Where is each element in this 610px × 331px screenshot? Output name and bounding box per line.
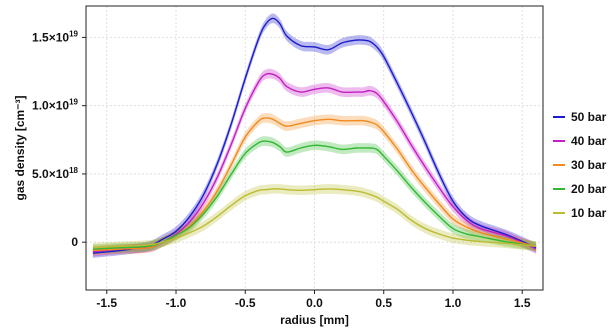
x-tick-label: 0.5 bbox=[375, 296, 392, 310]
legend-label: 20 bar bbox=[571, 182, 607, 196]
series-line bbox=[92, 117, 537, 252]
y-tick-label: 0 bbox=[71, 235, 78, 249]
series-line bbox=[92, 188, 537, 249]
legend-label: 50 bar bbox=[571, 110, 607, 124]
series-line bbox=[92, 140, 537, 250]
y-tick-labels: 0 5.0×1018 1.0×1019 1.5×1019 bbox=[32, 29, 86, 249]
y-axis-label: gas density [cm⁻³] bbox=[13, 95, 27, 200]
series-line bbox=[92, 72, 537, 253]
series-line bbox=[92, 17, 537, 254]
legend-label: 40 bar bbox=[571, 134, 607, 148]
x-tick-label: -1.5 bbox=[96, 296, 117, 310]
legend-label: 10 bar bbox=[571, 206, 607, 220]
y-tick-label: 1.5×1019 bbox=[32, 29, 78, 44]
y-tick-label: 5.0×1018 bbox=[32, 166, 78, 181]
x-tick-label: -1.0 bbox=[166, 296, 187, 310]
x-tick-label: -0.5 bbox=[235, 296, 256, 310]
legend: 50 bar 40 bar 30 bar 20 bar 10 bar bbox=[553, 110, 607, 220]
x-tick-labels: -1.5 -1.0 -0.5 0.0 0.5 1.0 1.5 bbox=[96, 290, 531, 310]
x-axis-label: radius [mm] bbox=[280, 313, 349, 327]
series-band bbox=[92, 13, 537, 258]
x-tick-label: 1.0 bbox=[445, 296, 462, 310]
y-tick-label: 1.0×1019 bbox=[32, 98, 78, 113]
x-tick-label: 0.0 bbox=[306, 296, 323, 310]
legend-label: 30 bar bbox=[571, 158, 607, 172]
series-lines bbox=[92, 17, 537, 254]
x-tick-label: 1.5 bbox=[514, 296, 531, 310]
